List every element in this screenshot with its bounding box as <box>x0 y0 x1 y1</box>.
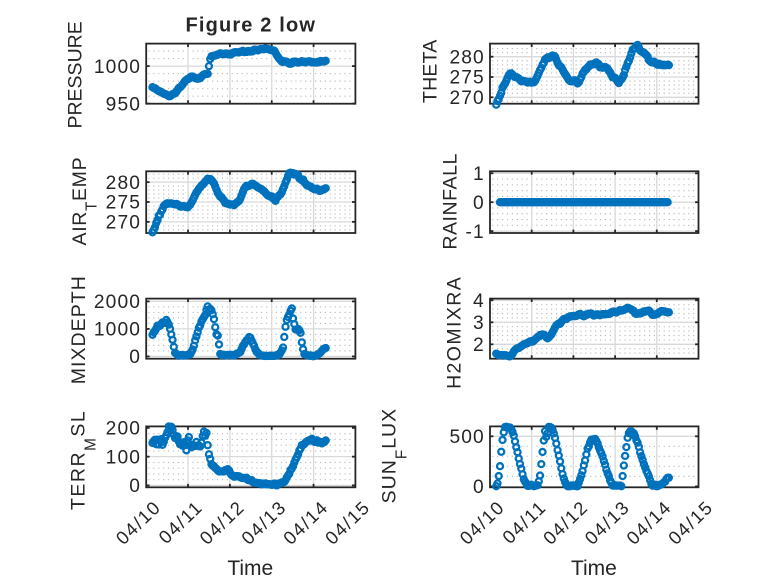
svg-text:0: 0 <box>129 347 141 368</box>
svg-text:1000: 1000 <box>94 57 141 78</box>
svg-text:200: 200 <box>106 419 141 440</box>
svg-text:0: 0 <box>473 477 485 498</box>
svg-text:H2OMIXRA: H2OMIXRA <box>444 276 466 389</box>
svg-text:2000: 2000 <box>94 292 141 313</box>
svg-text:-1: -1 <box>466 222 485 243</box>
svg-text:1000: 1000 <box>94 320 141 341</box>
svg-text:MIXDEPTH: MIXDEPTH <box>68 275 90 384</box>
svg-text:0: 0 <box>473 193 485 214</box>
svg-text:Time: Time <box>227 557 273 580</box>
svg-text:280: 280 <box>449 47 484 68</box>
svg-text:270: 270 <box>106 213 141 234</box>
svg-text:0: 0 <box>129 476 141 497</box>
svg-text:PRESSURE: PRESSURE <box>64 21 86 128</box>
svg-text:270: 270 <box>449 88 484 109</box>
svg-text:Figure 2 low: Figure 2 low <box>186 15 316 37</box>
svg-text:275: 275 <box>449 68 484 89</box>
svg-text:1: 1 <box>473 164 485 185</box>
svg-text:Time: Time <box>571 557 617 580</box>
svg-text:TERRMSL: TERRMSL <box>68 410 100 510</box>
svg-text:950: 950 <box>106 94 141 115</box>
svg-text:SUNFLUX: SUNFLUX <box>379 408 411 503</box>
svg-text:RAINFALL: RAINFALL <box>439 153 461 250</box>
svg-text:4: 4 <box>473 291 485 312</box>
svg-text:275: 275 <box>106 193 141 214</box>
svg-text:AIRTEMP: AIRTEMP <box>69 157 101 246</box>
svg-text:THETA: THETA <box>420 40 442 103</box>
svg-text:280: 280 <box>106 173 141 194</box>
svg-text:2: 2 <box>473 335 485 356</box>
svg-text:500: 500 <box>449 427 484 448</box>
svg-text:3: 3 <box>473 313 485 334</box>
svg-text:100: 100 <box>106 447 141 468</box>
